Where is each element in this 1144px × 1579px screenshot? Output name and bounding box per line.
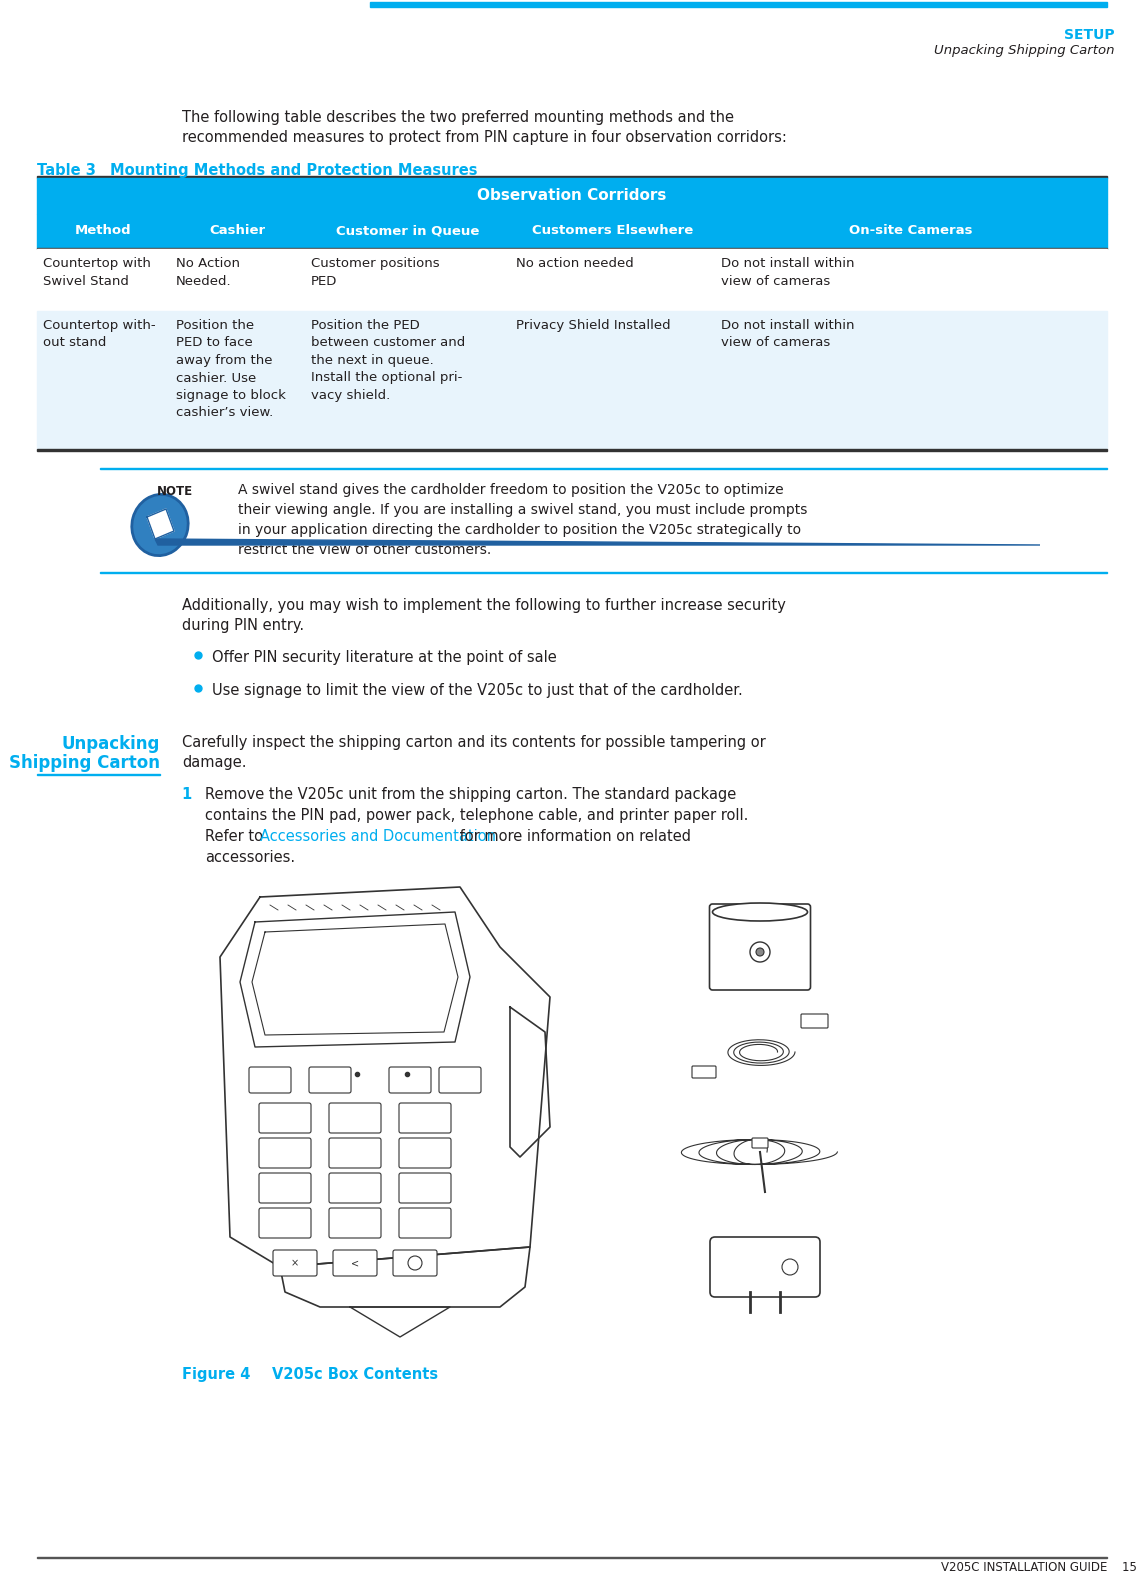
Text: Accessories and Documentation: Accessories and Documentation xyxy=(260,829,496,845)
FancyBboxPatch shape xyxy=(259,1208,311,1238)
Polygon shape xyxy=(240,913,470,1047)
Text: Position the
PED to face
away from the
cashier. Use
signage to block
cashier’s v: Position the PED to face away from the c… xyxy=(176,319,286,420)
Bar xyxy=(370,2,1107,6)
Text: Carefully inspect the shipping carton and its contents for possible tampering or: Carefully inspect the shipping carton an… xyxy=(182,734,765,750)
Text: damage.: damage. xyxy=(182,755,246,771)
Circle shape xyxy=(782,1258,799,1274)
FancyBboxPatch shape xyxy=(273,1251,317,1276)
Text: Observation Corridors: Observation Corridors xyxy=(477,188,667,204)
Text: Customer positions
PED: Customer positions PED xyxy=(311,257,439,287)
FancyBboxPatch shape xyxy=(309,1067,351,1093)
Circle shape xyxy=(756,947,764,955)
FancyBboxPatch shape xyxy=(710,1236,820,1296)
FancyBboxPatch shape xyxy=(709,905,810,990)
Text: Privacy Shield Installed: Privacy Shield Installed xyxy=(516,319,670,332)
Text: V205C INSTALLATION GUIDE: V205C INSTALLATION GUIDE xyxy=(940,1562,1107,1574)
Text: Figure 4: Figure 4 xyxy=(182,1367,251,1382)
FancyBboxPatch shape xyxy=(399,1208,451,1238)
Bar xyxy=(265,902,450,910)
FancyBboxPatch shape xyxy=(329,1208,381,1238)
Polygon shape xyxy=(154,538,1040,545)
Text: for more information on related: for more information on related xyxy=(455,829,691,845)
Text: Position the PED
between customer and
the next in queue.
Install the optional pr: Position the PED between customer and th… xyxy=(311,319,466,403)
FancyBboxPatch shape xyxy=(259,1173,311,1203)
Text: in your application directing the cardholder to position the V205c strategically: in your application directing the cardho… xyxy=(238,523,801,537)
FancyBboxPatch shape xyxy=(389,1067,431,1093)
Text: <: < xyxy=(351,1258,359,1268)
Text: Refer to: Refer to xyxy=(205,829,268,845)
Text: Countertop with
Swivel Stand: Countertop with Swivel Stand xyxy=(43,257,151,287)
Text: contains the PIN pad, power pack, telephone cable, and printer paper roll.: contains the PIN pad, power pack, teleph… xyxy=(205,808,748,823)
Text: Customers Elsewhere: Customers Elsewhere xyxy=(532,224,693,237)
FancyBboxPatch shape xyxy=(249,1067,291,1093)
Ellipse shape xyxy=(132,494,189,556)
FancyBboxPatch shape xyxy=(399,1173,451,1203)
Text: accessories.: accessories. xyxy=(205,850,295,865)
FancyBboxPatch shape xyxy=(259,1104,311,1134)
Polygon shape xyxy=(280,1247,530,1307)
Text: Use signage to limit the view of the V205c to just that of the cardholder.: Use signage to limit the view of the V20… xyxy=(212,684,742,698)
FancyBboxPatch shape xyxy=(752,1138,768,1148)
FancyBboxPatch shape xyxy=(439,1067,480,1093)
Text: SETUP: SETUP xyxy=(1064,28,1115,43)
Text: On-site Cameras: On-site Cameras xyxy=(849,224,972,237)
FancyBboxPatch shape xyxy=(329,1138,381,1168)
Text: Additionally, you may wish to implement the following to further increase securi: Additionally, you may wish to implement … xyxy=(182,598,786,613)
Polygon shape xyxy=(220,887,550,1266)
Bar xyxy=(37,311,1107,448)
Polygon shape xyxy=(252,924,458,1034)
Text: their viewing angle. If you are installing a swivel stand, you must include prom: their viewing angle. If you are installi… xyxy=(238,504,808,516)
FancyBboxPatch shape xyxy=(333,1251,378,1276)
Text: restrict the view of other customers.: restrict the view of other customers. xyxy=(238,543,491,557)
Text: ×: × xyxy=(291,1258,299,1268)
Text: No Action
Needed.: No Action Needed. xyxy=(176,257,240,287)
Text: The following table describes the two preferred mounting methods and the: The following table describes the two pr… xyxy=(182,111,734,125)
Text: Mounting Methods and Protection Measures: Mounting Methods and Protection Measures xyxy=(110,163,477,178)
Ellipse shape xyxy=(713,903,808,921)
FancyBboxPatch shape xyxy=(399,1104,451,1134)
Polygon shape xyxy=(510,1007,550,1157)
Text: during PIN entry.: during PIN entry. xyxy=(182,617,304,633)
FancyBboxPatch shape xyxy=(399,1138,451,1168)
Bar xyxy=(37,213,1107,248)
Circle shape xyxy=(750,943,770,962)
Text: Shipping Carton: Shipping Carton xyxy=(9,755,160,772)
Text: Do not install within
view of cameras: Do not install within view of cameras xyxy=(721,319,855,349)
Text: A swivel stand gives the cardholder freedom to position the V205c to optimize: A swivel stand gives the cardholder free… xyxy=(238,483,784,497)
Text: Method: Method xyxy=(76,224,132,237)
Text: NOTE: NOTE xyxy=(157,485,193,497)
Circle shape xyxy=(408,1255,422,1270)
Text: Unpacking: Unpacking xyxy=(62,734,160,753)
Bar xyxy=(37,177,1107,213)
Text: 15: 15 xyxy=(1107,1562,1137,1574)
Text: Unpacking Shipping Carton: Unpacking Shipping Carton xyxy=(935,44,1115,57)
Text: No action needed: No action needed xyxy=(516,257,634,270)
FancyBboxPatch shape xyxy=(801,1014,828,1028)
Text: Countertop with-
out stand: Countertop with- out stand xyxy=(43,319,156,349)
FancyBboxPatch shape xyxy=(329,1104,381,1134)
Text: Table 3: Table 3 xyxy=(37,163,96,178)
Bar xyxy=(37,249,1107,311)
Text: recommended measures to protect from PIN capture in four observation corridors:: recommended measures to protect from PIN… xyxy=(182,129,787,145)
Text: Customer in Queue: Customer in Queue xyxy=(336,224,479,237)
Polygon shape xyxy=(146,508,174,538)
FancyBboxPatch shape xyxy=(329,1173,381,1203)
Polygon shape xyxy=(350,1307,450,1337)
FancyBboxPatch shape xyxy=(394,1251,437,1276)
Text: Do not install within
view of cameras: Do not install within view of cameras xyxy=(721,257,855,287)
FancyBboxPatch shape xyxy=(259,1138,311,1168)
Text: Offer PIN security literature at the point of sale: Offer PIN security literature at the poi… xyxy=(212,651,557,665)
Text: 1: 1 xyxy=(182,786,192,802)
Text: Cashier: Cashier xyxy=(209,224,265,237)
Text: V205c Box Contents: V205c Box Contents xyxy=(272,1367,438,1382)
Text: Remove the V205c unit from the shipping carton. The standard package: Remove the V205c unit from the shipping … xyxy=(205,786,737,802)
FancyBboxPatch shape xyxy=(692,1066,716,1078)
